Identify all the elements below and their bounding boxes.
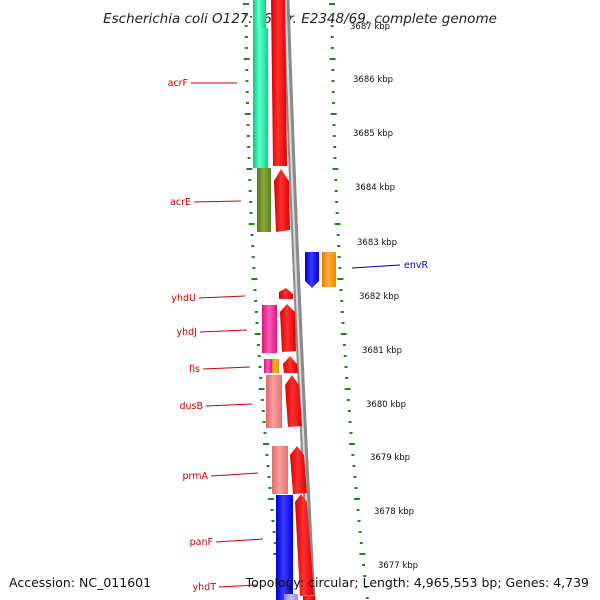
kbp-label: 3679 kbp (370, 453, 410, 463)
feature-dusB-cog[interactable] (266, 375, 282, 428)
feature-fis-cog[interactable] (264, 359, 272, 373)
kbp-label: 3686 kbp (353, 75, 393, 85)
gene-label-acrF[interactable]: acrF (168, 78, 188, 89)
gene-label-envR[interactable]: envR (404, 260, 428, 271)
gene-label-yhdJ[interactable]: yhdJ (177, 327, 197, 338)
leader-yhdJ (199, 329, 248, 333)
leader-envR (351, 264, 401, 269)
kbp-label: 3684 kbp (355, 183, 395, 193)
feature-acrF-cog[interactable] (253, 28, 268, 168)
feature-acrE-cog[interactable] (257, 168, 271, 232)
kbp-label: 3678 kbp (374, 507, 414, 517)
kbp-label: 3677 kbp (378, 561, 418, 571)
leader-acrE (193, 200, 242, 203)
feature-acrF-cds[interactable] (271, 0, 287, 166)
gene-label-prmA[interactable]: prmA (182, 471, 208, 482)
feature-yhdJ-cog[interactable] (262, 305, 277, 353)
gene-labels: acrF acrE yhdU yhdJ fis dusB prmA panF y… (168, 78, 429, 593)
feature-envR-cds[interactable] (305, 252, 319, 288)
feature-dusB-cds[interactable] (285, 375, 302, 427)
feature-yhdT-cog[interactable] (284, 594, 298, 600)
feature-acrF-cog[interactable] (253, 0, 266, 28)
kbp-label: 3680 kbp (366, 400, 406, 410)
leader-dusB (205, 403, 253, 407)
gene-label-yhdU[interactable]: yhdU (171, 293, 196, 304)
feature-panF-cog[interactable] (276, 495, 293, 600)
kbp-label: 3685 kbp (353, 129, 393, 139)
feature-panF-cds[interactable] (295, 494, 314, 596)
kbp-label: 3687 kbp (350, 22, 390, 32)
gene-label-yhdT[interactable]: yhdT (193, 582, 217, 593)
gene-label-panF[interactable]: panF (190, 537, 213, 548)
kbp-label: 3681 kbp (362, 346, 402, 356)
leader-prmA (210, 472, 259, 477)
accession-text: Accession: NC_011601 (9, 575, 151, 590)
kbp-scale: 3677 kbp 3678 kbp 3679 kbp 3680 kbp 3681… (350, 22, 418, 571)
feature-yhdU-cds[interactable] (279, 288, 293, 299)
gene-label-fis[interactable]: fis (189, 364, 200, 375)
feature-yhdT-cds[interactable] (303, 596, 315, 600)
genome-summary-text: Topology: circular; Length: 4,965,553 bp… (245, 575, 589, 590)
kbp-label: 3683 kbp (357, 238, 397, 248)
feature-dusB-cog-small[interactable] (272, 359, 279, 373)
kbp-label: 3682 kbp (359, 292, 399, 302)
feature-prmA-cds[interactable] (290, 446, 307, 494)
leader-yhdT (218, 584, 258, 588)
feature-prmA-cog[interactable] (272, 446, 288, 494)
map-title: Escherichia coli O127:H6 str. E2348/69, … (103, 11, 497, 27)
gene-label-dusB[interactable]: dusB (179, 401, 203, 412)
feature-envR-cog[interactable] (322, 252, 336, 287)
gene-label-acrE[interactable]: acrE (170, 197, 191, 208)
leader-fis (202, 366, 251, 370)
leader-panF (215, 538, 264, 543)
gene-features (253, 0, 336, 600)
leader-yhdU (198, 295, 246, 299)
tick-rings (243, 3, 369, 599)
feature-fis-cds[interactable] (283, 356, 298, 373)
label-leaders (191, 82, 264, 588)
feature-acrE-cds[interactable] (274, 169, 290, 232)
feature-yhdJ-cds[interactable] (280, 304, 296, 352)
